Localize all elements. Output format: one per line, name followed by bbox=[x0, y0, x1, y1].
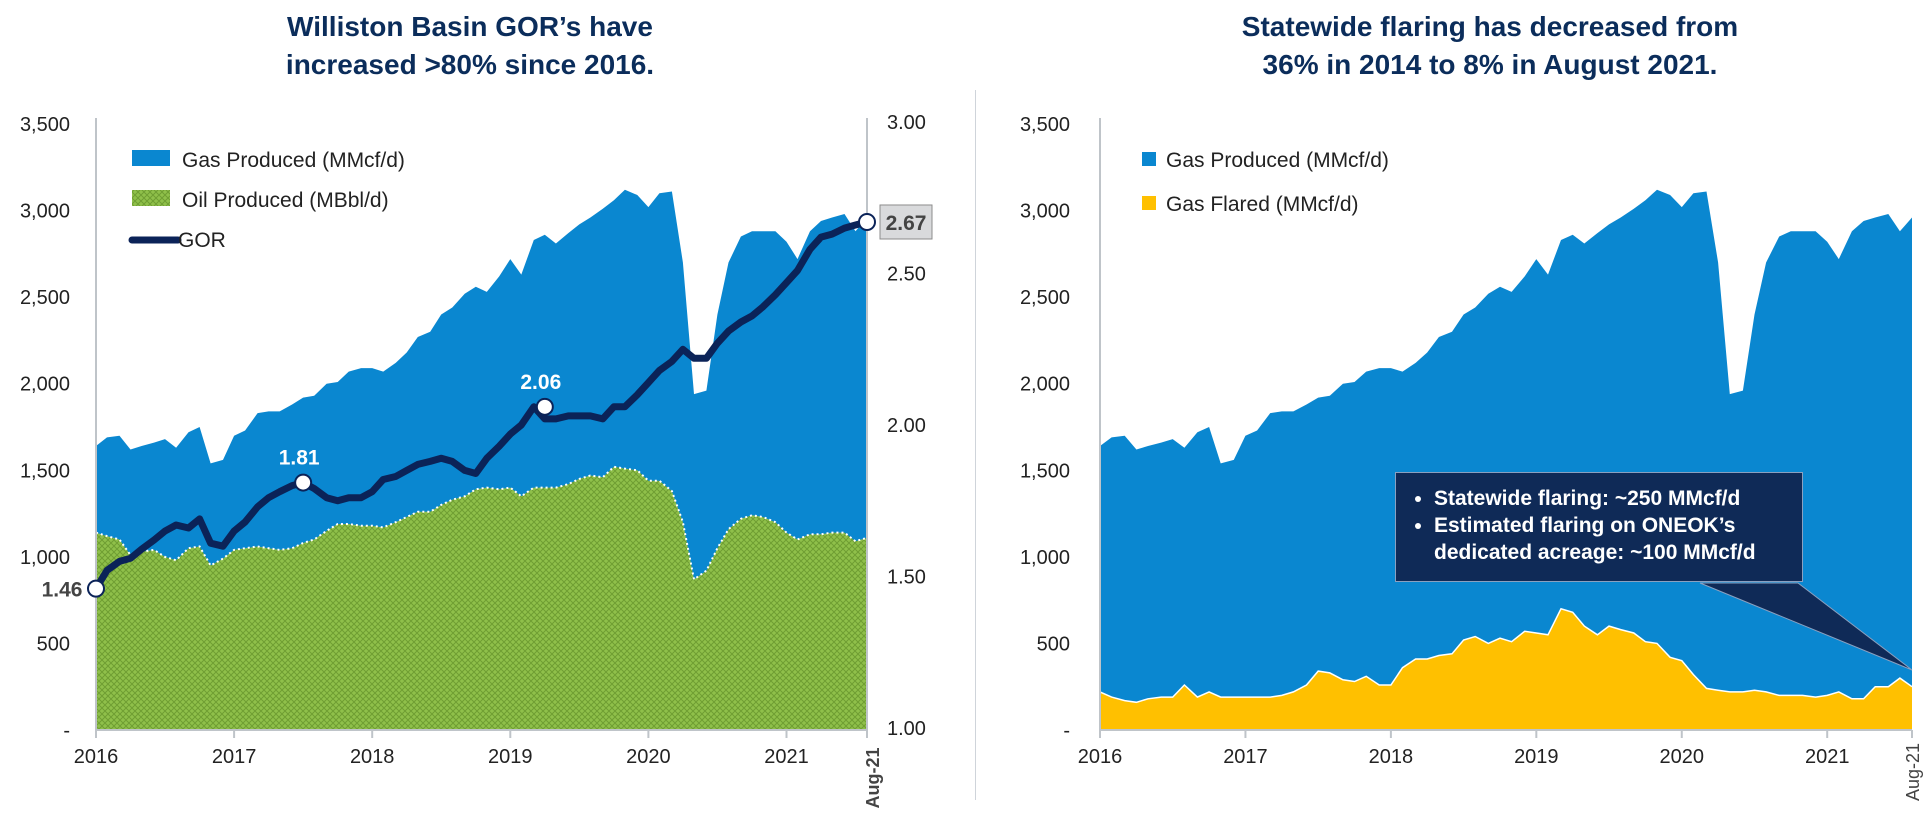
right-y-tick-label: - bbox=[1063, 720, 1070, 742]
legend-gas-swatch bbox=[132, 150, 170, 166]
legend-gas-swatch bbox=[1142, 152, 1156, 166]
right-y-tick-label: 500 bbox=[1037, 633, 1070, 655]
right-x-tick-label: Aug-21 bbox=[1903, 743, 1923, 801]
right-y-tick-label: 1,500 bbox=[1020, 460, 1070, 482]
legend-oil-label: Oil Produced (MBbl/d) bbox=[182, 189, 389, 212]
right-x-tick-label: 2021 bbox=[1805, 746, 1850, 768]
right-x-tick-label: 2019 bbox=[1514, 746, 1559, 768]
gas-flared-outline bbox=[1099, 607, 1913, 704]
left-y-tick-label: 2,500 bbox=[20, 287, 70, 309]
left-x-tick-label: 2019 bbox=[488, 746, 533, 768]
right-title-line-1: Statewide flaring has decreased from bbox=[1241, 11, 1739, 42]
left-x-tick-label: 2021 bbox=[764, 746, 809, 768]
flaring-callout: Statewide flaring: ~250 MMcf/d Estimated… bbox=[1395, 472, 1803, 582]
callout-bullet-statewide: Statewide flaring: ~250 MMcf/d bbox=[1434, 485, 1786, 512]
left-y2-tick-label: 2.00 bbox=[887, 415, 926, 437]
gas-flared-area bbox=[1100, 608, 1912, 730]
left-y-tick-label: 500 bbox=[37, 633, 70, 655]
legend-gas-label: Gas Produced (MMcf/d) bbox=[182, 149, 405, 172]
right-x-tick-label: 2016 bbox=[1078, 746, 1123, 768]
legend-gas-label: Gas Produced (MMcf/d) bbox=[1166, 149, 1389, 172]
legend-flared-label: Gas Flared (MMcf/d) bbox=[1166, 193, 1359, 216]
legend-oil-swatch bbox=[132, 190, 170, 206]
legend-flared-swatch bbox=[1142, 196, 1156, 210]
gor-label: 2.06 bbox=[520, 371, 561, 394]
oil-produced-area bbox=[96, 466, 867, 730]
right-chart-title: Statewide flaring has decreased from 36%… bbox=[1150, 8, 1830, 84]
gor-label-start: 1.46 bbox=[42, 579, 83, 602]
gor-label-end: 2.67 bbox=[886, 212, 927, 235]
flaring-chart: 3,500 3,000 2,500 2,000 1,500 1,000 500 -2016 20… bbox=[1020, 114, 1923, 801]
right-y-tick-label: 1,000 bbox=[1020, 547, 1070, 569]
left-x-tick-label: 2020 bbox=[626, 746, 671, 768]
gor-chart: 3,500 3,000 2,500 2,000 1,500 1,000 500 - 3.00 2.… bbox=[20, 112, 933, 809]
right-x-tick-label: 2017 bbox=[1223, 746, 1268, 768]
left-y2-tick-label: 1.50 bbox=[887, 567, 926, 589]
legend-gor-label: GOR bbox=[178, 229, 226, 252]
right-title-line-2: 36% in 2014 to 8% in August 2021. bbox=[1262, 49, 1718, 80]
right-x-tick-label: 2018 bbox=[1369, 746, 1414, 768]
left-y-tick-label: 3,000 bbox=[20, 201, 70, 223]
gor-label-end-box bbox=[879, 204, 933, 240]
panel-divider bbox=[975, 90, 976, 800]
right-y-tick-label: 2,000 bbox=[1020, 374, 1070, 396]
left-title-line-1: Williston Basin GOR’s have bbox=[287, 11, 653, 42]
left-x-tick-label: Aug-21 bbox=[863, 747, 883, 808]
right-y-tick-label: 2,500 bbox=[1020, 287, 1070, 309]
right-x-tick-label: 2020 bbox=[1660, 746, 1705, 768]
left-x-tick-label: 2018 bbox=[350, 746, 395, 768]
left-title-line-2: increased >80% since 2016. bbox=[285, 49, 655, 80]
left-y-tick-label: - bbox=[63, 720, 70, 742]
left-y-tick-label: 1,500 bbox=[20, 460, 70, 482]
right-y-tick-label: 3,500 bbox=[1020, 114, 1070, 136]
gor-label: 1.81 bbox=[279, 447, 320, 470]
callout-bullet-oneok: Estimated flaring on ONEOK’s dedicated a… bbox=[1434, 512, 1786, 566]
left-y-tick-label: 3,500 bbox=[20, 114, 70, 136]
gor-marker bbox=[87, 579, 105, 598]
gor-line bbox=[92, 218, 871, 593]
gas-produced-area bbox=[1100, 189, 1912, 731]
left-x-tick-label: 2016 bbox=[74, 746, 119, 768]
left-chart-title: Williston Basin GOR’s have increased >80… bbox=[160, 8, 780, 84]
left-y-tick-label: 1,000 bbox=[20, 547, 70, 569]
right-y-tick-label: 3,000 bbox=[1020, 201, 1070, 223]
left-y-tick-label: 2,000 bbox=[20, 374, 70, 396]
left-y2-tick-label: 1.00 bbox=[887, 718, 926, 740]
left-y2-tick-label: 3.00 bbox=[887, 112, 926, 134]
left-x-tick-label: 2017 bbox=[212, 746, 257, 768]
gor-marker bbox=[858, 212, 876, 231]
left-y2-tick-label: 2.50 bbox=[887, 264, 926, 286]
callout-pointer bbox=[1699, 582, 1913, 671]
gor-marker bbox=[535, 397, 554, 416]
gor-marker bbox=[294, 473, 313, 492]
